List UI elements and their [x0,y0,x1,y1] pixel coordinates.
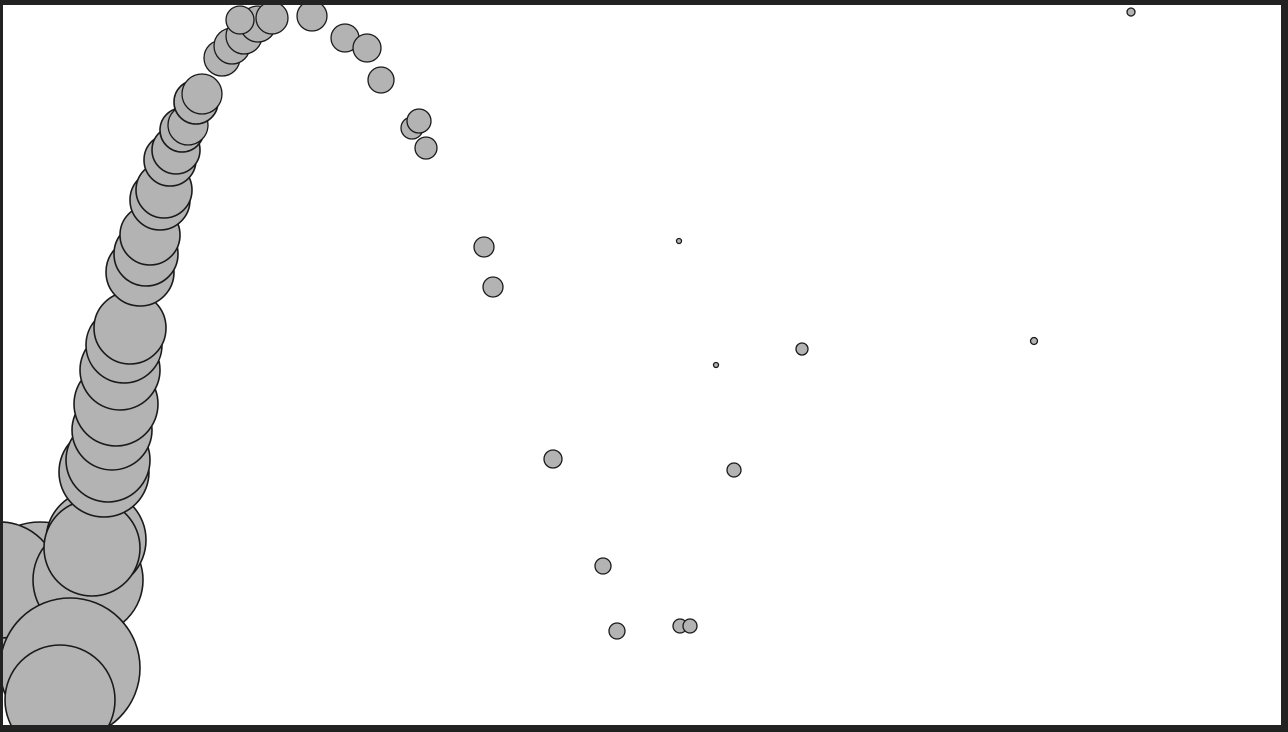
bubble-circle [682,618,698,634]
bubble-circle [473,236,495,258]
bubble-circle [712,361,720,369]
bubble-circle [4,644,116,725]
bubble-circle [675,237,683,245]
bubble-circle [1029,336,1039,346]
bubble-circle [181,73,223,115]
bubble-circle [608,622,626,640]
bubble-circle [414,136,438,160]
bubble-circle [1126,7,1136,17]
bubble-circle [482,276,504,298]
bubble-circle [594,557,612,575]
canvas-background [3,5,1281,725]
bubble-circle [352,33,382,63]
bubble-circle [726,462,742,478]
bubble-circle [795,342,809,356]
bubble-circle [367,66,395,94]
bubble-circle [255,5,289,35]
bubble-circle [543,449,563,469]
bubble-circle [225,5,255,35]
bubble-circle [406,108,432,134]
bubble-circle [296,5,328,32]
